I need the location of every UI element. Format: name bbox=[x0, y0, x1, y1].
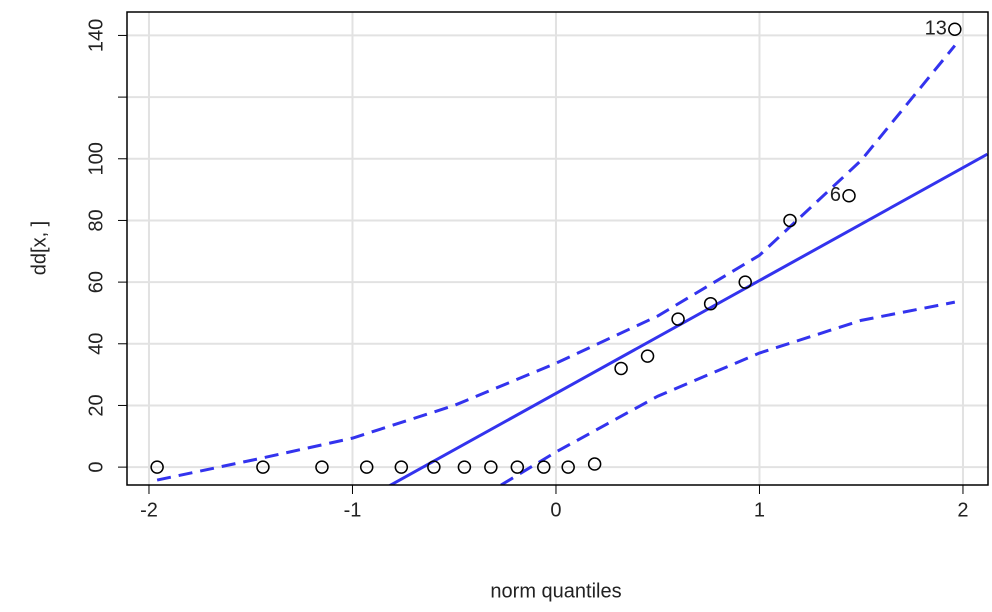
point bbox=[703, 296, 718, 311]
point bbox=[738, 275, 752, 289]
point bbox=[457, 460, 472, 474]
point bbox=[948, 22, 962, 37]
point bbox=[640, 349, 655, 363]
fit-line bbox=[388, 152, 988, 485]
point bbox=[510, 460, 525, 474]
point bbox=[561, 460, 575, 474]
y-tick-label: 100 bbox=[85, 142, 107, 175]
point bbox=[842, 189, 856, 203]
point bbox=[783, 213, 797, 228]
plot-frame bbox=[126, 11, 989, 486]
x-tick-label: 1 bbox=[754, 499, 765, 521]
point bbox=[359, 460, 374, 474]
point bbox=[537, 460, 551, 474]
plot-area bbox=[150, 22, 988, 485]
envelope-line bbox=[156, 44, 956, 482]
point bbox=[614, 361, 628, 376]
y-tick-label: 80 bbox=[85, 209, 107, 231]
point bbox=[315, 460, 329, 474]
point bbox=[587, 457, 602, 471]
y-tick-label: 140 bbox=[85, 19, 107, 52]
point-label: 13 bbox=[925, 18, 947, 40]
point bbox=[256, 460, 270, 474]
point bbox=[671, 312, 685, 326]
x-tick-label: 0 bbox=[550, 499, 561, 521]
x-tick-label: 2 bbox=[957, 499, 968, 521]
y-tick-label: 0 bbox=[85, 462, 107, 473]
x-tick-label: -1 bbox=[344, 499, 362, 521]
point-label: 6 bbox=[830, 184, 841, 206]
y-axis-label: dd[x, ] bbox=[28, 221, 50, 275]
y-tick-label: 40 bbox=[85, 333, 107, 355]
x-axis-label: norm quantiles bbox=[490, 580, 621, 602]
y-tick-label: 20 bbox=[85, 394, 107, 416]
point bbox=[484, 460, 498, 474]
point bbox=[394, 460, 409, 474]
point bbox=[150, 460, 164, 474]
x-tick-label: -2 bbox=[140, 499, 158, 521]
point bbox=[427, 460, 441, 474]
y-tick-label: 60 bbox=[85, 271, 107, 293]
envelope-line bbox=[500, 300, 956, 485]
